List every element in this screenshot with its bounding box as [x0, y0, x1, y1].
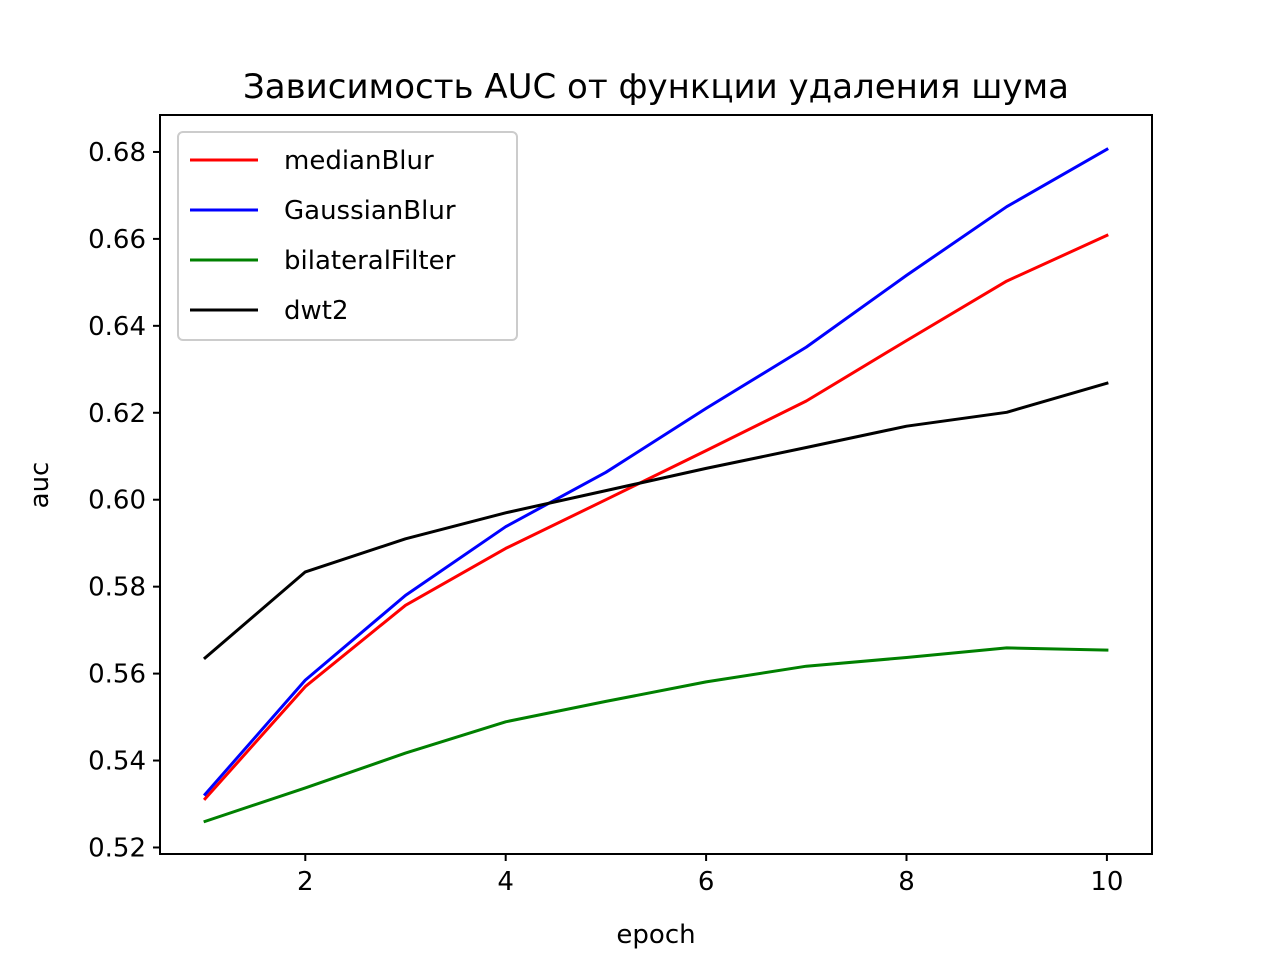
x-tick-label: 6 [698, 867, 715, 897]
chart-title: Зависимость AUC от функции удаления шума [243, 67, 1069, 107]
series-line-medianBlur [202, 233, 1109, 801]
legend-box [177, 131, 518, 341]
y-tick-label: 0.52 [88, 833, 146, 863]
y-tick-label: 0.68 [88, 138, 146, 168]
series-line-GaussianBlur [202, 147, 1109, 797]
x-axis-label: epoch [616, 920, 695, 950]
y-tick-label: 0.66 [88, 225, 146, 255]
y-tick-label: 0.54 [88, 747, 146, 777]
x-tick-label: 8 [898, 867, 915, 897]
legend-items: medianBlur GaussianBlur bilateralFilter dwt… [190, 146, 456, 326]
x-tick-label: 4 [497, 867, 514, 897]
series-layer [202, 147, 1109, 824]
y-axis: 0.52 0.54 0.56 0.58 0.60 0.62 0.64 0.66 0.68 [88, 138, 160, 863]
x-tick-label: 2 [297, 867, 314, 897]
y-tick-label: 0.58 [88, 573, 146, 603]
y-axis-label: auc [25, 462, 55, 509]
y-tick-label: 0.60 [88, 486, 146, 516]
legend-label-GaussianBlur: GaussianBlur [284, 196, 456, 226]
legend-label-dwt2: dwt2 [284, 296, 349, 326]
x-tick-label: 10 [1090, 867, 1123, 897]
plot-area [159, 114, 1153, 855]
legend-label-bilateralFilter: bilateralFilter [284, 246, 456, 276]
axes-frame [159, 114, 1153, 855]
y-tick-label: 0.56 [88, 660, 146, 690]
legend-label-medianBlur: medianBlur [284, 146, 434, 176]
y-tick-label: 0.62 [88, 399, 146, 429]
x-axis: 2 4 6 8 10 [297, 854, 1123, 897]
series-line-dwt2 [202, 381, 1109, 661]
legend: medianBlur GaussianBlur bilateralFilter dwt… [177, 131, 518, 341]
y-tick-label: 0.64 [88, 312, 146, 342]
series-line-bilateralFilter [203, 646, 1109, 824]
